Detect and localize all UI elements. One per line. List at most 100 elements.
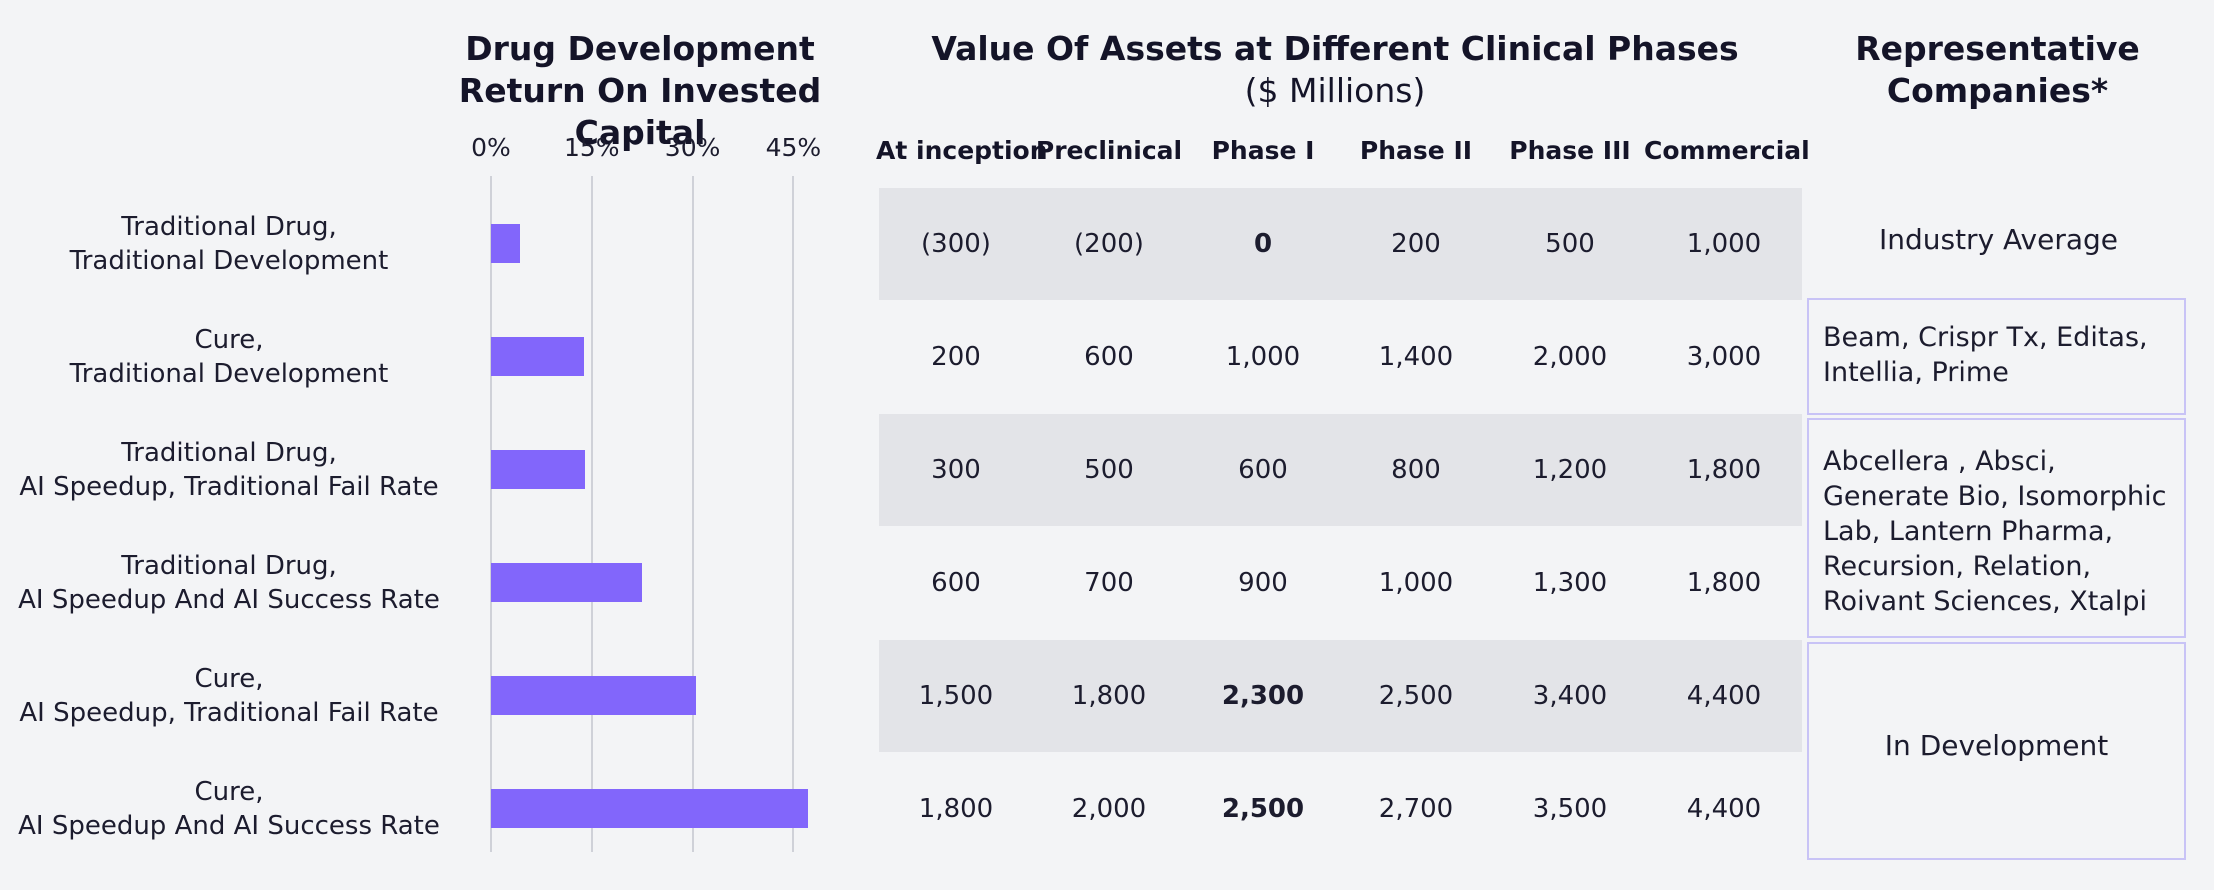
table-cell: 3,400 (1532, 681, 1608, 711)
company-line: Roivant Sciences, Xtalpi (1823, 586, 2148, 617)
roic-bar (491, 676, 696, 715)
table-cell: (300) (921, 229, 991, 259)
table-column-header: At inception (876, 136, 1048, 165)
table-row-band (879, 188, 1802, 300)
roic-bar (491, 563, 642, 602)
company-line: Beam, Crispr Tx, Editas, (1823, 322, 2148, 353)
category-label: Cure, AI Speedup And AI Success Rate (0, 775, 458, 843)
category-label-line: Cure, (194, 325, 264, 355)
roic-bar (491, 789, 809, 828)
company-industry-average: Industry Average (1878, 223, 2119, 256)
table-cell: 1,500 (918, 681, 994, 711)
company-line: Abcellera , Absci, (1823, 446, 2056, 477)
x-tick-label: 15% (564, 133, 620, 162)
table-column-header: Phase I (1211, 136, 1315, 165)
category-label: Traditional Drug, AI Speedup And AI Succe… (0, 549, 458, 617)
table-cell: 900 (1238, 568, 1288, 598)
companies-title: Representative Companies* (1800, 28, 2195, 112)
category-label-line: AI Speedup And AI Success Rate (18, 585, 440, 615)
table-cell: 1,200 (1532, 455, 1608, 485)
company-line: Generate Bio, Isomorphic (1823, 481, 2167, 512)
x-tick-label: 30% (664, 133, 721, 162)
table-cell: 3,000 (1686, 342, 1762, 372)
category-label-line: Traditional Development (69, 359, 389, 389)
gridline (691, 176, 694, 852)
table-column-header: Phase II (1359, 136, 1473, 165)
company-box-ai-drug: Abcellera , Absci, Generate Bio, Isomorp… (1807, 418, 2186, 638)
company-list-gene-editing: Beam, Crispr Tx, Editas, Intellia, Prime (1823, 320, 2148, 390)
gridline (590, 176, 593, 852)
table-cell: 1,300 (1532, 568, 1608, 598)
companies-title-line2: Companies* (1886, 71, 2109, 110)
table-column-header: Commercial (1644, 136, 1810, 165)
table-cell: 4,400 (1686, 681, 1762, 711)
category-label-line: Cure, (194, 777, 264, 807)
table-column-header: Preclinical (1035, 136, 1183, 165)
asset-value-subtitle: ($ Millions) (1244, 71, 1426, 110)
table-cell: 600 (1238, 455, 1288, 485)
table-cell: 300 (931, 455, 981, 485)
asset-value-title: Value Of Assets at Different Clinical Ph… (930, 28, 1740, 112)
table-cell: 500 (1084, 455, 1134, 485)
table-row-band (879, 414, 1802, 526)
table-row-band (879, 640, 1802, 752)
category-label-line: Cure, (194, 664, 264, 694)
x-tick-label: 0% (471, 133, 511, 162)
category-label: Cure, AI Speedup, Traditional Fail Rate (0, 662, 458, 730)
category-label-line: AI Speedup And AI Success Rate (18, 811, 440, 841)
company-box-gene-editing: Beam, Crispr Tx, Editas, Intellia, Prime (1807, 298, 2186, 415)
table-cell: 1,800 (1071, 681, 1147, 711)
table-cell: 2,300 (1221, 681, 1305, 711)
roic-bar (491, 337, 584, 376)
category-label-line: AI Speedup, Traditional Fail Rate (19, 472, 439, 502)
roic-bar (491, 224, 520, 263)
category-label-line: AI Speedup, Traditional Fail Rate (19, 698, 439, 728)
table-cell: 200 (1391, 229, 1441, 259)
table-cell: 500 (1545, 229, 1595, 259)
company-in-development: In Development (1884, 729, 2109, 762)
table-cell: 1,400 (1378, 342, 1454, 372)
table-cell: 1,800 (1686, 568, 1762, 598)
category-label: Traditional Drug, Traditional Development (0, 210, 458, 278)
companies-title-line1: Representative (1855, 29, 2140, 68)
table-cell: 2,000 (1071, 794, 1147, 824)
table-column-header: Phase III (1509, 136, 1631, 165)
table-cell: 3,500 (1532, 794, 1608, 824)
roic-title-line1: Drug Development (465, 29, 815, 68)
table-cell: 200 (931, 342, 981, 372)
asset-value-title-line: Value Of Assets at Different Clinical Ph… (931, 29, 1739, 68)
table-cell: 600 (1084, 342, 1134, 372)
company-line: Recursion, Relation, (1823, 551, 2092, 582)
table-cell: 1,000 (1686, 229, 1762, 259)
company-list-ai-drug: Abcellera , Absci, Generate Bio, Isomorp… (1823, 444, 2166, 619)
category-label: Traditional Drug, AI Speedup, Traditional… (0, 436, 458, 504)
category-label-line: Traditional Drug, (121, 438, 337, 468)
table-cell: 1,000 (1378, 568, 1454, 598)
category-label-line: Traditional Drug, (121, 551, 337, 581)
company-line: Lab, Lantern Pharma, (1823, 516, 2114, 547)
company-line: Intellia, Prime (1823, 357, 2009, 388)
category-label: Cure, Traditional Development (0, 323, 458, 391)
gridline (792, 176, 795, 852)
table-cell: 600 (931, 568, 981, 598)
table-cell: 2,500 (1221, 794, 1305, 824)
table-cell: (200) (1074, 229, 1144, 259)
table-cell: 1,800 (1686, 455, 1762, 485)
table-cell: 1,800 (918, 794, 994, 824)
gridline (490, 176, 492, 852)
table-cell: 2,000 (1532, 342, 1608, 372)
category-label-line: Traditional Development (69, 246, 389, 276)
x-tick-label: 45% (765, 133, 822, 162)
table-cell: 4,400 (1686, 794, 1762, 824)
table-cell: 700 (1084, 568, 1134, 598)
roic-chart-title: Drug Development Return On Invested Capi… (390, 28, 890, 154)
table-cell: 1,000 (1225, 342, 1301, 372)
table-cell: 2,700 (1378, 794, 1454, 824)
table-cell: 0 (1253, 229, 1273, 259)
category-label-line: Traditional Drug, (121, 212, 337, 242)
table-cell: 2,500 (1378, 681, 1454, 711)
roic-title-line2: Return On Invested Capital (458, 71, 822, 152)
table-cell: 800 (1391, 455, 1441, 485)
roic-bar (491, 450, 586, 489)
company-box-in-development: In Development (1807, 642, 2186, 860)
